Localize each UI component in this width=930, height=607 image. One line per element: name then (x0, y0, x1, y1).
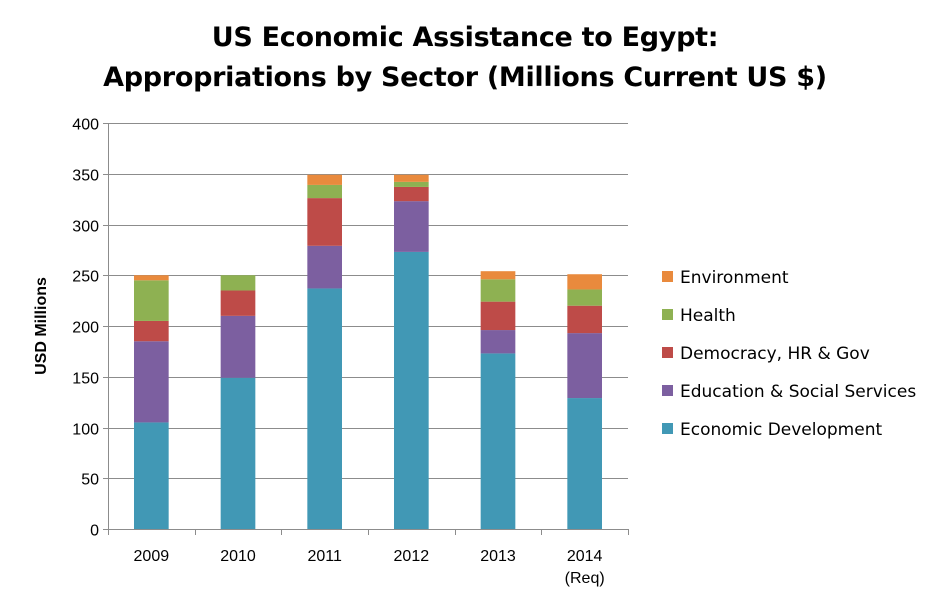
x-tick-label: 2013 (480, 548, 516, 565)
x-tick-label: 2014 (Req) (565, 548, 605, 587)
chart-title: US Economic Assistance to Egypt: (211, 22, 719, 53)
bar-segment (567, 274, 602, 290)
legend-item: Democracy, HR & Gov (662, 344, 870, 364)
legend-swatch (662, 309, 673, 320)
legend-item: Economic Development (662, 420, 882, 440)
axes: 0 50 100 150 200 250 300 350 400 2009 2010 2011 2012… (72, 117, 629, 587)
chart-title-block: US Economic Assistance to Egypt: Appropr… (0, 18, 930, 98)
legend-item: Environment (662, 268, 789, 288)
chart-subtitle: Appropriations by Sector (Millions Curre… (103, 62, 827, 93)
bar-segment (307, 245, 342, 289)
bar-segment (394, 201, 429, 252)
bar-segment (220, 377, 256, 529)
bar-segment (307, 184, 342, 199)
bar-segment (220, 315, 256, 378)
legend-swatch (662, 347, 673, 358)
bar-segment (394, 174, 429, 182)
y-tick-label: 400 (72, 117, 99, 134)
y-tick-label: 350 (72, 168, 99, 185)
y-tick-label: 200 (72, 320, 99, 337)
bar-segment (134, 280, 169, 321)
bar-segment (394, 181, 429, 187)
legend-label: Education & Social Services (680, 382, 916, 402)
bar-segment (480, 279, 516, 302)
legend-label: Health (680, 306, 736, 326)
y-axis-title: USD Millions (33, 277, 50, 375)
y-tick-label: 100 (72, 422, 99, 439)
y-tick-label: 150 (72, 371, 99, 388)
y-tick-label: 250 (72, 269, 99, 286)
bar-segment (134, 422, 169, 529)
legend-label: Democracy, HR & Gov (680, 344, 870, 364)
bar-segment (307, 174, 342, 185)
legend: Environment Health Democracy, HR & Gov Educ… (662, 268, 916, 440)
gridlines (108, 123, 628, 479)
bar-segment (307, 198, 342, 246)
bar-segment (480, 301, 516, 331)
bar-segment (480, 330, 516, 354)
x-tick-label: 2010 (220, 548, 256, 565)
bar-segment (567, 398, 602, 529)
bar-segment (220, 275, 256, 291)
legend-label: Environment (680, 268, 789, 288)
bar-segment (307, 288, 342, 529)
bar-segment (220, 290, 256, 316)
legend-swatch (662, 423, 673, 434)
bar-segment (394, 186, 429, 202)
legend-swatch (662, 271, 673, 282)
x-tick-label: 2012 (394, 548, 430, 565)
y-tick-label: 0 (90, 523, 99, 540)
bar-segment (480, 271, 516, 280)
legend-swatch (662, 385, 673, 396)
bar-segment (134, 320, 169, 342)
bar-segment (567, 333, 602, 399)
legend-item: Health (662, 306, 736, 326)
bars (134, 174, 602, 529)
y-tick-label: 50 (81, 472, 99, 489)
y-tick-label: 300 (72, 219, 99, 236)
x-tick-label: 2011 (307, 548, 342, 565)
bar-segment (480, 353, 516, 529)
bar-segment (567, 305, 602, 334)
bar-segment (567, 289, 602, 306)
legend-label: Economic Development (680, 420, 882, 440)
legend-item: Education & Social Services (662, 382, 916, 402)
bar-segment (394, 251, 429, 529)
x-tick-label: 2009 (134, 548, 170, 565)
bar-segment (134, 275, 169, 281)
bar-segment (134, 341, 169, 423)
